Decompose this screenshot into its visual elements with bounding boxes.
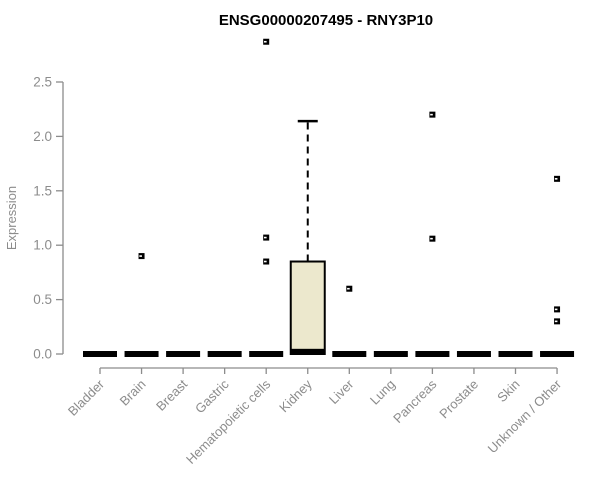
chart-title: ENSG00000207495 - RNY3P10 (219, 12, 433, 29)
x-tick-label-liver: Liver (326, 376, 357, 407)
x-tick-label-pancreas: Pancreas (390, 376, 440, 426)
y-tick-label: 2.5 (33, 75, 52, 90)
x-tick-label-lung: Lung (367, 377, 398, 408)
median-bar-kidney (290, 348, 325, 355)
median-bar-prostate (456, 351, 491, 357)
x-tick-label-prostate: Prostate (436, 377, 481, 422)
box-kidney (289, 260, 326, 355)
median-bar-unknown-other (540, 351, 575, 357)
outlier-point-center-hematopoietic-cells (264, 40, 267, 43)
x-tick-label-bladder: Bladder (65, 376, 108, 419)
outlier-point-center-hematopoietic-cells (264, 260, 267, 263)
outlier-point-center-pancreas (430, 113, 433, 116)
plot-area: 0.0 0.5 1.0 1.5 2.0 2.5 Bladder Brain Breast Gast… (33, 38, 575, 467)
median-bar-lung (373, 351, 408, 357)
median-bar-liver (332, 351, 367, 357)
median-bar-breast (166, 351, 201, 357)
y-axis-title: Expression (4, 186, 19, 250)
outlier-point-center-brain (139, 255, 142, 257)
x-tick-label-skin: Skin (494, 377, 522, 405)
outlier-point-center-unknown-other (554, 320, 558, 323)
median-bar-skin (498, 351, 533, 357)
x-tick-label-unknown-other: Unknown / Other (485, 376, 565, 456)
y-tick-label: 0.0 (33, 347, 52, 362)
outlier-point-center-unknown-other (554, 308, 558, 311)
x-tick-label-gastric: Gastric (192, 376, 232, 416)
median-bar-hematopoietic-cells (249, 351, 284, 357)
outlier-point-center-hematopoietic-cells (264, 236, 267, 239)
outlier-point-center-liver (347, 287, 350, 290)
median-bar-gastric (207, 351, 242, 357)
x-tick-label-breast: Breast (153, 376, 190, 413)
y-tick-label: 1.0 (33, 238, 52, 253)
median-bar-pancreas (415, 351, 450, 357)
y-tick-label: 0.5 (33, 292, 52, 307)
median-bar-brain (124, 351, 159, 357)
outlier-point-center-unknown-other (554, 178, 558, 180)
x-tick-label-kidney: Kidney (276, 376, 315, 415)
y-tick-label: 1.5 (33, 183, 52, 198)
outlier-point-center-pancreas (430, 237, 433, 240)
median-bar-bladder (83, 351, 117, 357)
x-tick-label-brain: Brain (117, 377, 149, 409)
y-tick-label: 2.0 (33, 129, 52, 144)
